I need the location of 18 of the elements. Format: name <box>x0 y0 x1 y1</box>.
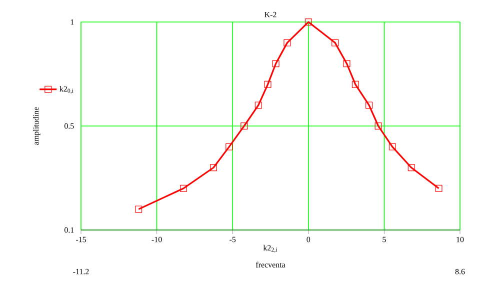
point <box>272 60 280 68</box>
point <box>435 184 442 192</box>
point <box>226 143 233 150</box>
point <box>264 80 272 88</box>
point <box>388 143 396 150</box>
point <box>180 184 187 192</box>
point <box>366 102 373 109</box>
point <box>254 102 262 109</box>
point <box>284 39 291 46</box>
point <box>374 122 382 130</box>
point <box>135 206 142 213</box>
point <box>343 60 350 68</box>
point <box>332 39 339 46</box>
point <box>240 122 248 130</box>
point <box>352 80 359 88</box>
point <box>304 18 312 26</box>
point <box>408 164 415 172</box>
point <box>210 164 217 172</box>
